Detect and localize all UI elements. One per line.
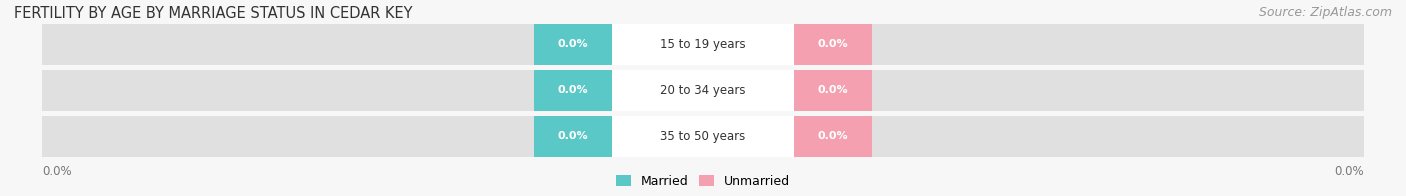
Text: Source: ZipAtlas.com: Source: ZipAtlas.com [1258,6,1392,19]
Text: 0.0%: 0.0% [558,131,588,141]
Text: 0.0%: 0.0% [558,85,588,95]
Text: 15 to 19 years: 15 to 19 years [661,38,745,51]
Text: 0.0%: 0.0% [818,39,848,49]
Legend: Married, Unmarried: Married, Unmarried [612,170,794,193]
Text: 0.0%: 0.0% [818,131,848,141]
Text: 0.0%: 0.0% [818,85,848,95]
Text: 0.0%: 0.0% [558,39,588,49]
Text: 20 to 34 years: 20 to 34 years [661,84,745,97]
Text: 0.0%: 0.0% [1334,165,1364,178]
Text: 35 to 50 years: 35 to 50 years [661,130,745,143]
Text: FERTILITY BY AGE BY MARRIAGE STATUS IN CEDAR KEY: FERTILITY BY AGE BY MARRIAGE STATUS IN C… [14,6,412,21]
Text: 0.0%: 0.0% [42,165,72,178]
